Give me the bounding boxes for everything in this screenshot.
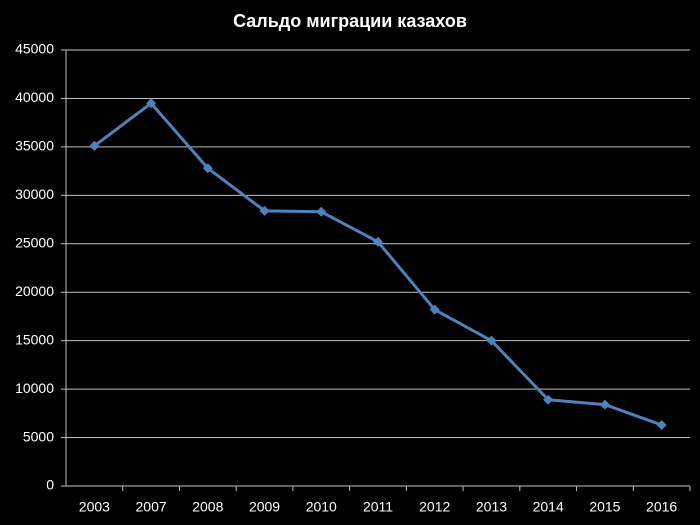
data-point: [429, 304, 440, 315]
data-point: [599, 399, 610, 410]
x-tick-label: 2003: [79, 499, 110, 515]
y-tick-label: 10000: [15, 380, 54, 396]
y-tick-label: 5000: [23, 428, 54, 444]
y-tick-label: 25000: [15, 234, 54, 250]
data-point: [486, 335, 497, 346]
chart-title: Сальдо миграции казахов: [233, 11, 467, 31]
data-point: [89, 140, 100, 151]
x-tick-label: 2014: [533, 499, 564, 515]
x-tick-label: 2015: [589, 499, 620, 515]
x-tick-label: 2010: [306, 499, 337, 515]
x-tick-label: 2013: [476, 499, 507, 515]
y-tick-label: 40000: [15, 89, 54, 105]
x-tick-label: 2009: [249, 499, 280, 515]
data-point: [202, 163, 213, 174]
data-point: [373, 236, 383, 247]
data-point: [543, 394, 554, 405]
y-tick-label: 45000: [15, 41, 54, 57]
y-tick-label: 15000: [15, 331, 54, 347]
x-tick-label: 2011: [363, 499, 393, 515]
y-tick-label: 0: [46, 477, 54, 493]
data-point: [259, 205, 270, 216]
y-tick-label: 30000: [15, 186, 54, 202]
x-tick-label: 2012: [419, 499, 450, 515]
y-tick-label: 20000: [15, 283, 54, 299]
x-tick-label: 2016: [646, 499, 677, 515]
x-tick-label: 2007: [136, 499, 167, 515]
data-point: [656, 419, 667, 430]
data-point: [146, 98, 157, 109]
data-point: [316, 206, 327, 217]
x-tick-label: 2008: [192, 499, 223, 515]
y-tick-label: 35000: [15, 138, 54, 154]
data-line: [93, 101, 663, 427]
